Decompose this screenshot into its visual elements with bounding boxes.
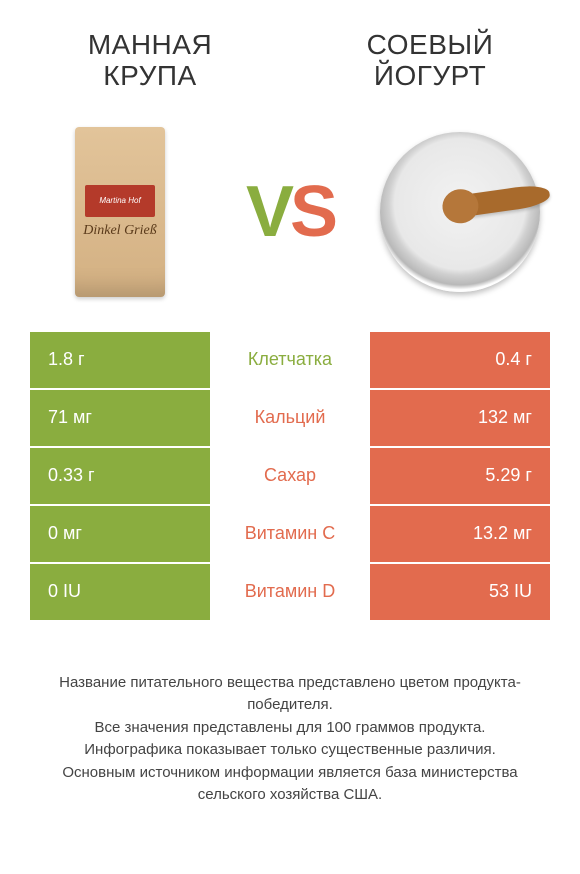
right-product-image bbox=[370, 122, 550, 302]
table-row: 0 мг Витамин C 13.2 мг bbox=[30, 506, 550, 562]
cell-label: Витамин D bbox=[210, 564, 370, 620]
cell-right-value: 5.29 г bbox=[370, 448, 550, 504]
image-row: Martina Hof Dinkel Grieß VS bbox=[0, 102, 580, 332]
header: МАННАЯ КРУПА СОЕВЫЙ ЙОГУРТ bbox=[0, 0, 580, 102]
cell-left-value: 1.8 г bbox=[30, 332, 210, 388]
footer-line: Основным источником информации является … bbox=[30, 762, 550, 807]
cell-label: Клетчатка bbox=[210, 332, 370, 388]
table-row: 0.33 г Сахар 5.29 г bbox=[30, 448, 550, 504]
cell-left-value: 0 IU bbox=[30, 564, 210, 620]
package-name: Dinkel Grieß bbox=[83, 223, 156, 238]
left-product-title: МАННАЯ КРУПА bbox=[50, 30, 250, 92]
package-icon: Martina Hof Dinkel Grieß bbox=[75, 127, 165, 297]
table-row: 71 мг Кальций 132 мг bbox=[30, 390, 550, 446]
cell-right-value: 132 мг bbox=[370, 390, 550, 446]
cell-right-value: 13.2 мг bbox=[370, 506, 550, 562]
footer-line: Все значения представлены для 100 граммо… bbox=[30, 717, 550, 740]
table-row: 0 IU Витамин D 53 IU bbox=[30, 564, 550, 620]
footer-line: Название питательного вещества представл… bbox=[30, 672, 550, 717]
vs-letter-s: S bbox=[290, 172, 334, 252]
footer-line: Инфографика показывает только существенн… bbox=[30, 739, 550, 762]
cell-left-value: 0 мг bbox=[30, 506, 210, 562]
package-brand: Martina Hof bbox=[85, 185, 155, 217]
cell-left-value: 71 мг bbox=[30, 390, 210, 446]
vs-letter-v: V bbox=[246, 172, 290, 252]
comparison-table: 1.8 г Клетчатка 0.4 г 71 мг Кальций 132 … bbox=[0, 332, 580, 620]
cell-label: Кальций bbox=[210, 390, 370, 446]
footer-note: Название питательного вещества представл… bbox=[0, 622, 580, 807]
cell-right-value: 0.4 г bbox=[370, 332, 550, 388]
cell-label: Витамин C bbox=[210, 506, 370, 562]
cell-right-value: 53 IU bbox=[370, 564, 550, 620]
cell-left-value: 0.33 г bbox=[30, 448, 210, 504]
table-row: 1.8 г Клетчатка 0.4 г bbox=[30, 332, 550, 388]
right-product-title: СОЕВЫЙ ЙОГУРТ bbox=[330, 30, 530, 92]
bowl-icon bbox=[375, 127, 545, 297]
left-product-image: Martina Hof Dinkel Grieß bbox=[30, 122, 210, 302]
vs-badge: VS bbox=[246, 176, 334, 248]
cell-label: Сахар bbox=[210, 448, 370, 504]
